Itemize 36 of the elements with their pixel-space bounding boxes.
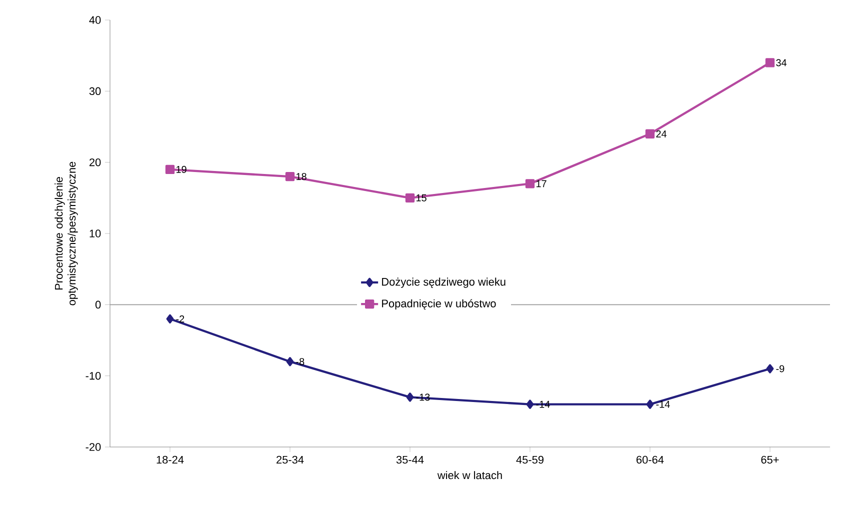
data-label: 24 bbox=[656, 130, 667, 138]
legend-label: Dożycie sędziwego wieku bbox=[382, 278, 506, 288]
data-label: -8 bbox=[296, 358, 304, 366]
y-tick-label: 0 bbox=[95, 300, 101, 309]
data-label: -14 bbox=[656, 400, 670, 408]
data-label: -2 bbox=[176, 315, 184, 322]
y-axis-title: Procentowe odchylenie optymistyczne/pesymistyczne bbox=[54, 162, 78, 306]
point bbox=[765, 58, 775, 68]
y-tick-label: 20 bbox=[90, 158, 101, 166]
point bbox=[525, 179, 535, 188]
point bbox=[526, 400, 534, 409]
x-tick-label: 60-64 bbox=[636, 456, 664, 464]
y-tick-label: -20 bbox=[86, 443, 101, 451]
y-tick-label: 40 bbox=[89, 16, 101, 24]
legend-label: Popadnięcie w ubóstwo bbox=[382, 299, 496, 310]
data-label: 34 bbox=[776, 59, 787, 66]
y-tick-label: 30 bbox=[89, 87, 101, 96]
point bbox=[286, 357, 294, 366]
x-tick-label: 18-24 bbox=[156, 456, 184, 464]
x-axis-title: wiek w latach bbox=[437, 471, 502, 480]
point bbox=[645, 129, 655, 138]
point bbox=[646, 400, 654, 409]
data-label: 17 bbox=[536, 180, 546, 188]
point bbox=[766, 364, 774, 374]
y-tick-label: 10 bbox=[90, 230, 101, 238]
point bbox=[166, 314, 174, 324]
data-label: -9 bbox=[776, 365, 784, 372]
x-tick-label: 35-44 bbox=[396, 456, 424, 464]
x-tick-label: 65+ bbox=[761, 456, 779, 464]
x-tick-label: 25-34 bbox=[276, 456, 304, 464]
point bbox=[165, 164, 175, 174]
y-tick-label: -10 bbox=[86, 372, 101, 380]
point bbox=[406, 392, 414, 402]
point bbox=[285, 172, 295, 182]
x-tick-label: 45-59 bbox=[516, 456, 544, 464]
point bbox=[405, 193, 415, 202]
